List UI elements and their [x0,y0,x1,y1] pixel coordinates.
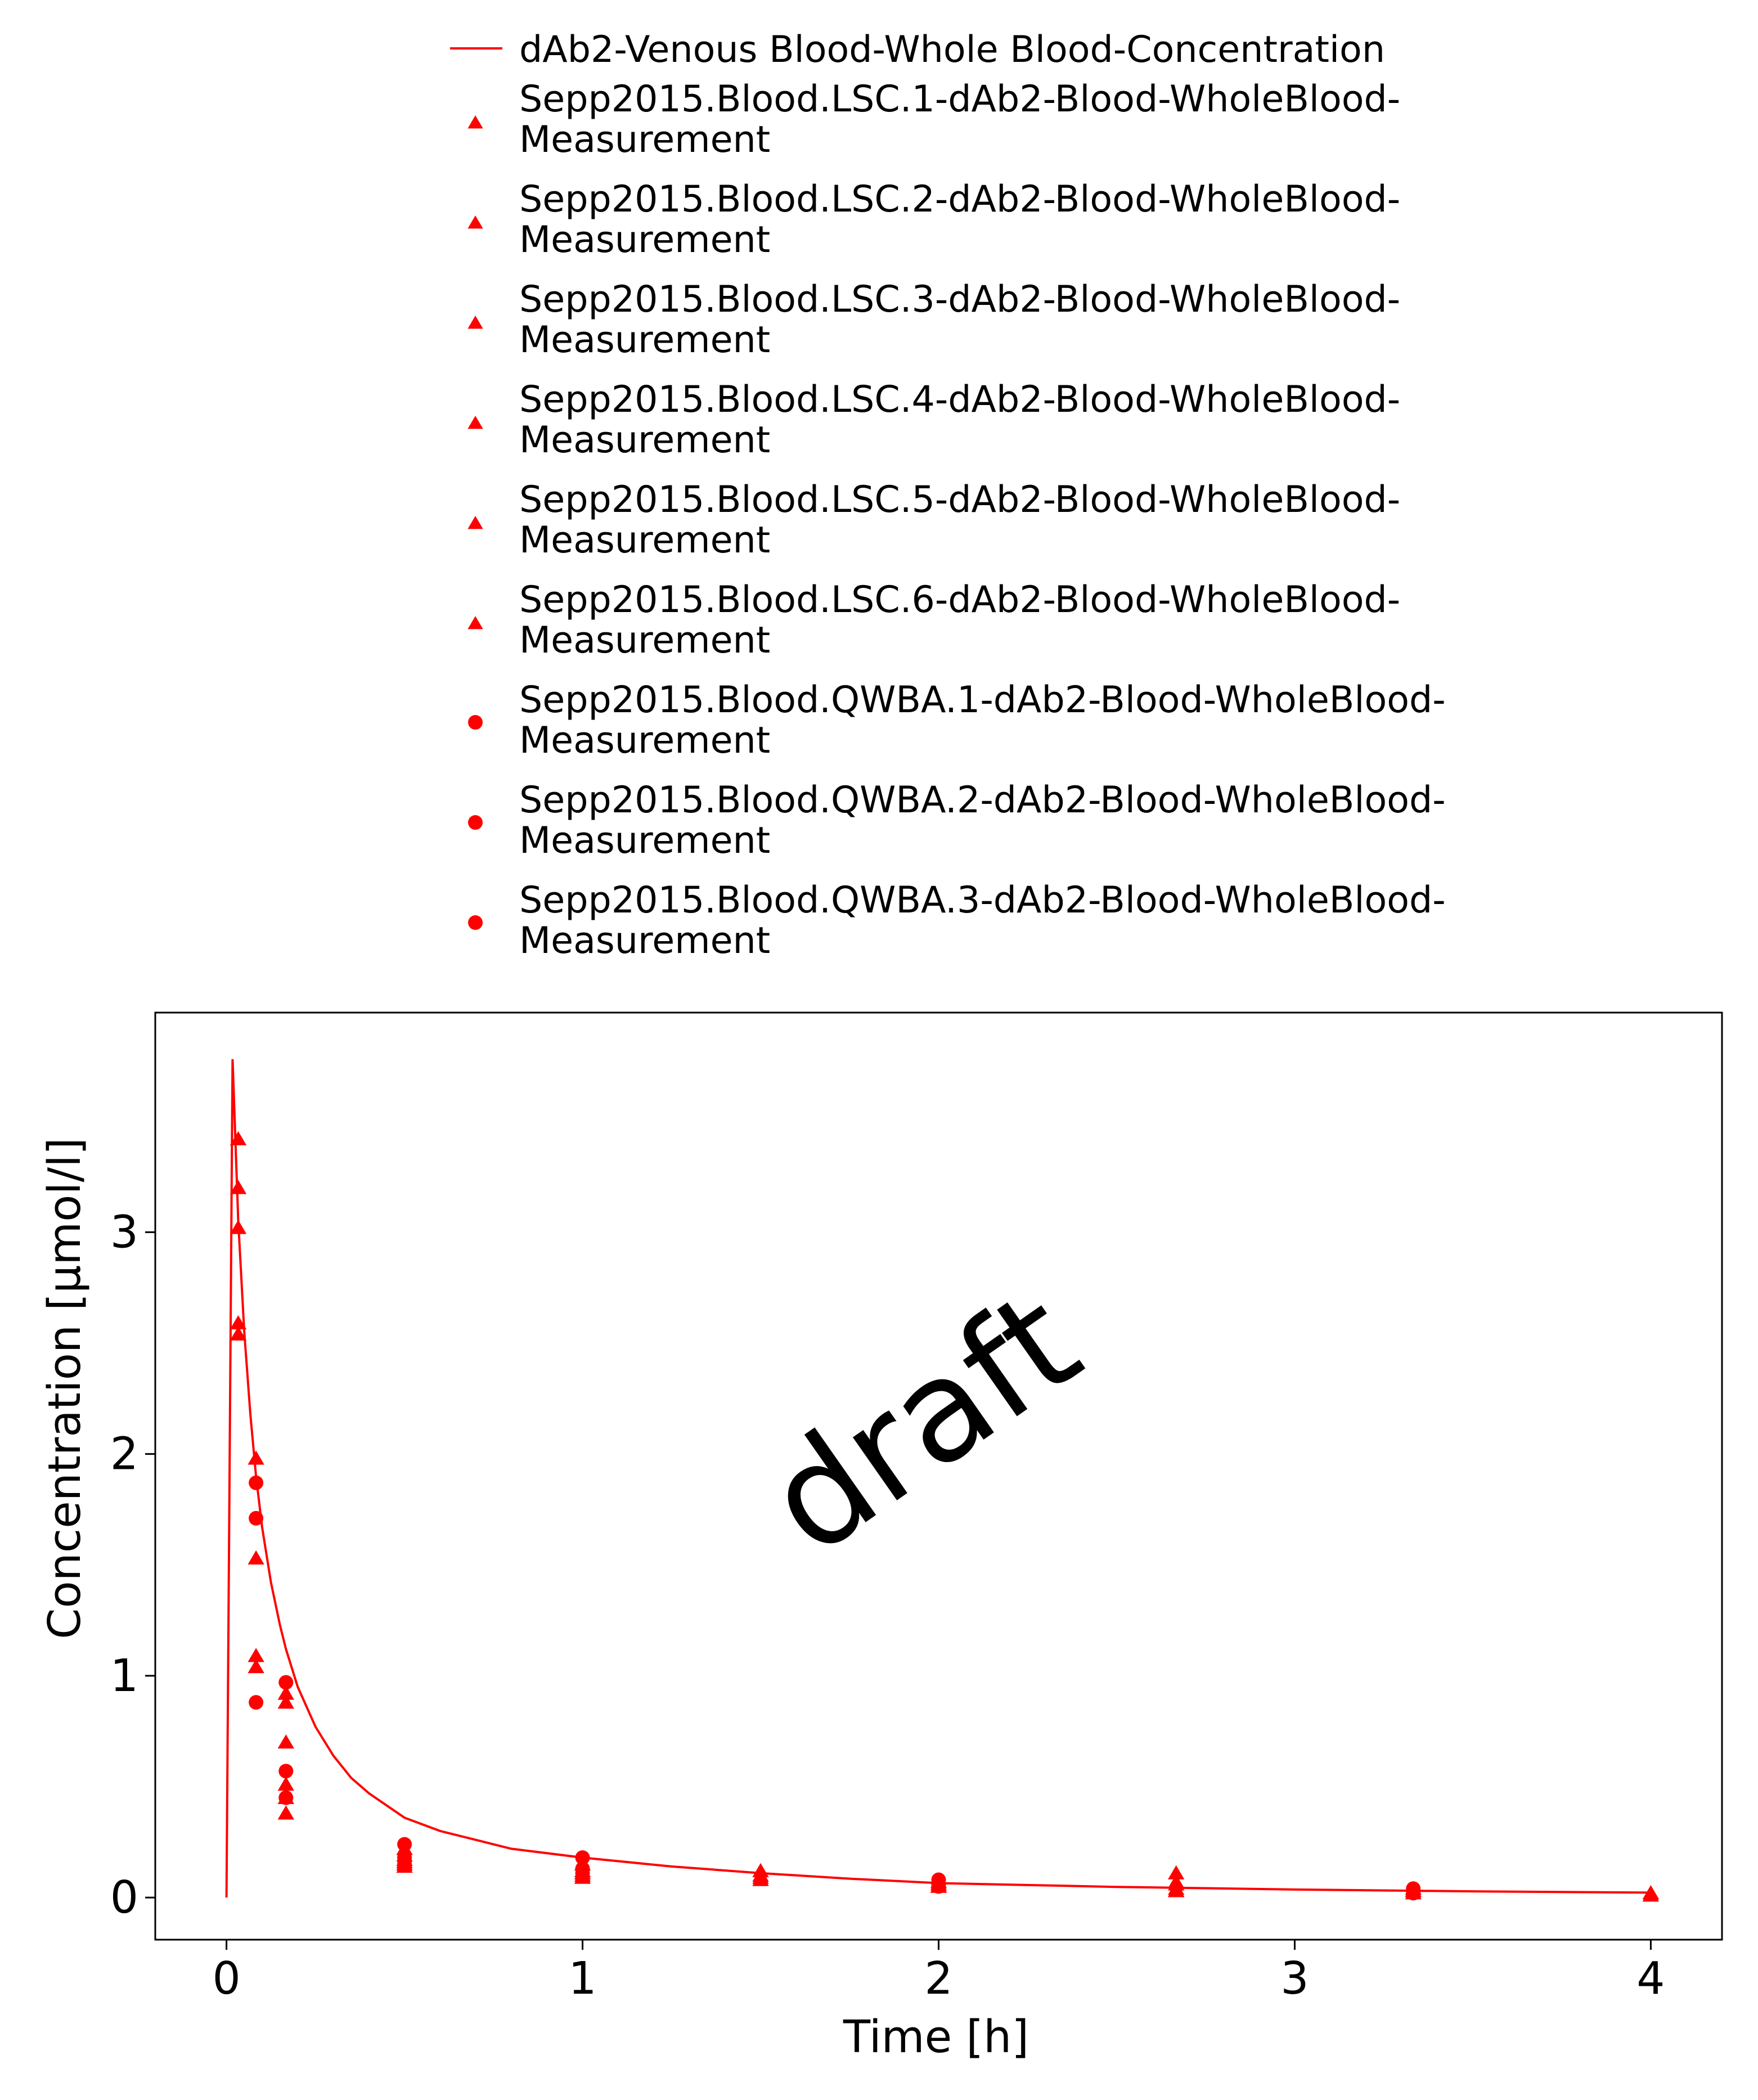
legend-label: Sepp2015.Blood.QWBA.3-dAb2-Blood-WholeBl… [519,879,1446,962]
legend-triangle-key [467,215,483,229]
triangle-data-point [230,1131,247,1145]
triangle-data-point [248,1550,264,1565]
circle-data-point [249,1510,264,1526]
legend-triangle-key [467,316,483,329]
circle-data-point [1406,1886,1421,1901]
triangle-data-point [1642,1887,1660,1902]
triangle-data-point [230,1220,247,1234]
legend-label: Sepp2015.Blood.LSC.1-dAb2-Blood-WholeBlo… [519,78,1400,161]
legend: dAb2-Venous Blood-Whole Blood-Concentrat… [450,29,1446,962]
triangle-data-point [1167,1865,1185,1879]
circle-data-point [931,1879,946,1894]
triangle-data-point [277,1734,294,1749]
triangle-data-point [752,1872,769,1886]
x-tick-label: 1 [568,1953,596,2004]
x-tick-label: 3 [1280,1953,1309,2004]
simulation-line [225,1059,1651,1898]
circle-data-point [278,1675,294,1690]
circle-data-point [397,1856,412,1872]
x-axis-label: Time [h] [843,2011,1029,2063]
circle-data-point [278,1764,294,1779]
triangle-data-point [230,1315,247,1330]
legend-triangle-key [467,616,483,629]
triangle-data-point [230,1326,247,1341]
circle-data-point [278,1790,294,1805]
legend-circle-key [468,915,483,930]
circle-data-point [249,1695,264,1710]
legend-label: Sepp2015.Blood.LSC.4-dAb2-Blood-WholeBlo… [519,379,1400,461]
y-tick-label: 2 [110,1428,138,1480]
y-axis-label: Concentration [µmol/l] [39,1137,91,1639]
legend-triangle-key [467,115,483,129]
triangle-data-point [277,1805,294,1820]
y-tick-label: 1 [110,1650,138,1702]
circle-data-point [397,1837,412,1852]
legend-label: Sepp2015.Blood.LSC.6-dAb2-Blood-WholeBlo… [519,579,1400,662]
triangle-data-point [230,1180,247,1194]
x-tick-label: 0 [212,1953,240,2004]
legend-label: Sepp2015.Blood.LSC.5-dAb2-Blood-WholeBlo… [519,479,1400,561]
x-tick-label: 4 [1636,1953,1665,2004]
legend-label: dAb2-Venous Blood-Whole Blood-Concentrat… [519,29,1385,71]
triangle-data-point [248,1659,264,1674]
circle-data-point [249,1475,264,1490]
triangle-data-point [277,1694,294,1709]
y-tick-label: 3 [110,1206,138,1258]
legend-triangle-key [467,516,483,529]
triangle-data-point [248,1648,264,1662]
legend-label: Sepp2015.Blood.LSC.2-dAb2-Blood-WholeBlo… [519,178,1400,261]
triangle-data-point [277,1777,294,1791]
circle-data-point [575,1865,590,1881]
legend-label: Sepp2015.Blood.QWBA.1-dAb2-Blood-WholeBl… [519,679,1446,762]
legend-circle-key [468,715,483,730]
triangle-data-point [277,1685,294,1700]
legend-circle-key [468,815,483,830]
triangle-data-point [248,1450,264,1465]
axes: 0 1 2 3 4 0 1 2 3 [110,1206,1665,2004]
watermark: draft [739,1260,1107,1586]
triangle-data-point [1167,1883,1185,1897]
legend-label: Sepp2015.Blood.LSC.3-dAb2-Blood-WholeBlo… [519,278,1400,361]
legend-triangle-key [467,416,483,429]
circle-data-point [575,1850,590,1865]
plot-marks [225,1059,1660,1902]
x-tick-label: 2 [924,1953,952,2004]
legend-label: Sepp2015.Blood.QWBA.2-dAb2-Blood-WholeBl… [519,779,1446,862]
y-tick-label: 0 [110,1872,138,1923]
